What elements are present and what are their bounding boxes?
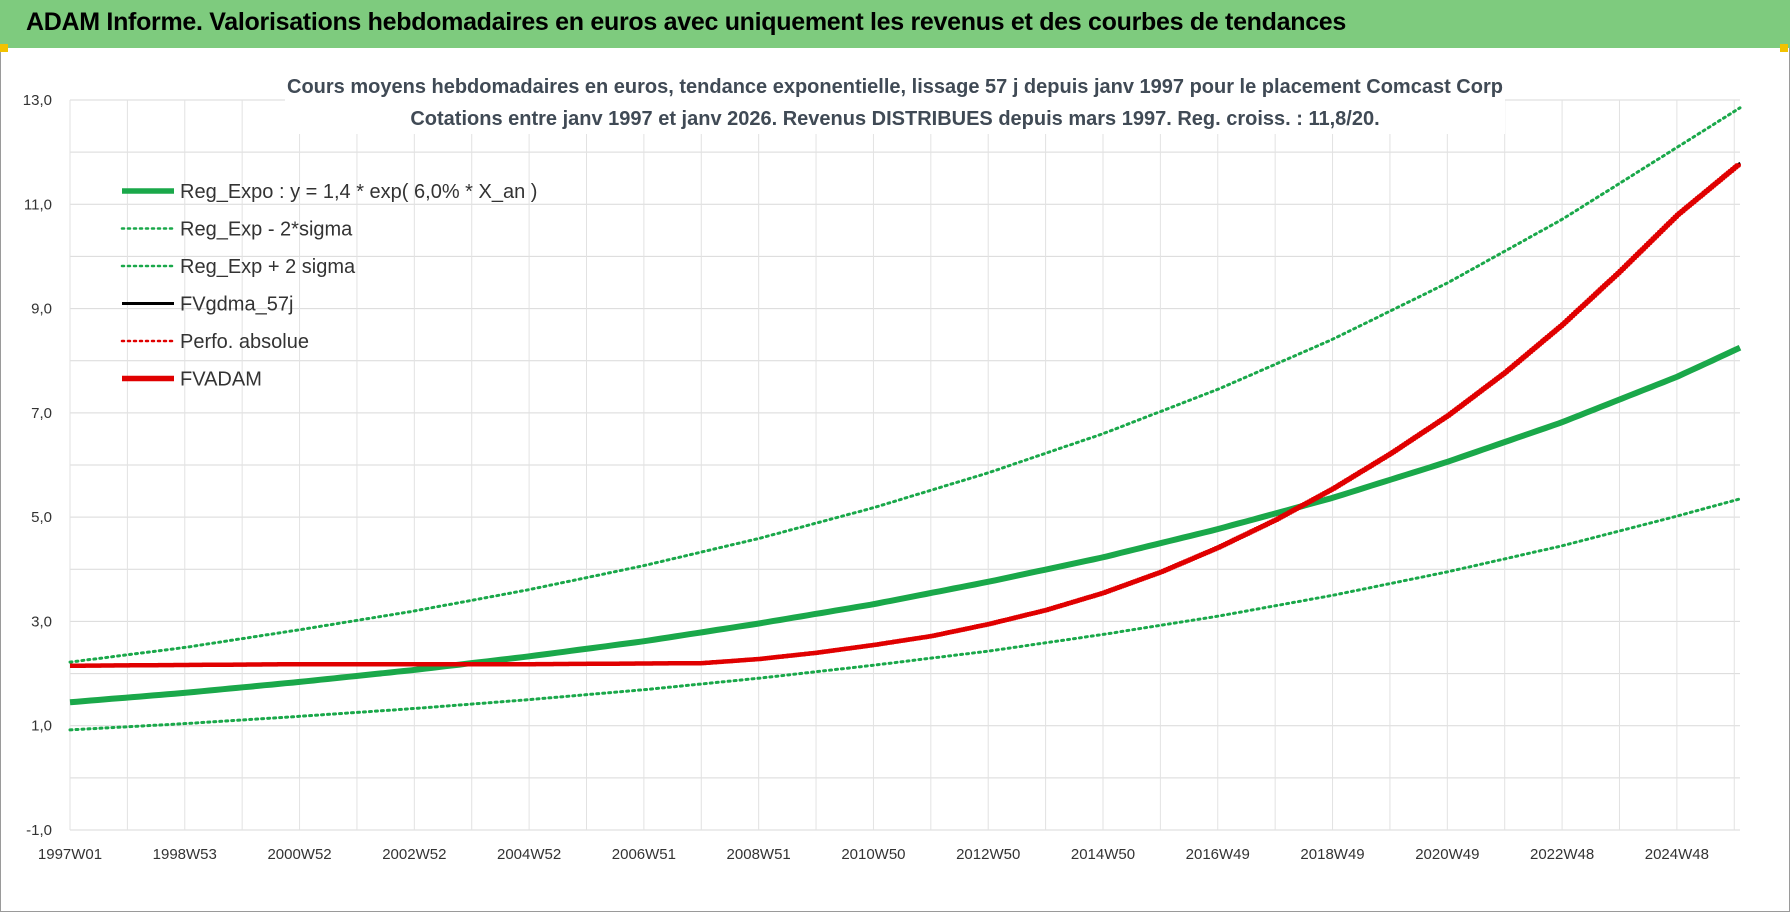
x-tick-label: 2024W48 (1645, 846, 1709, 863)
x-tick-label: 2020W49 (1415, 846, 1479, 863)
chart-subtitle: Cotations entre janv 1997 et janv 2026. … (410, 108, 1379, 130)
legend-label-2: Reg_Exp + 2 sigma (180, 256, 356, 278)
x-tick-label: 1998W53 (153, 846, 217, 863)
x-tick-label: 2014W50 (1071, 846, 1135, 863)
header-title: ADAM Informe. Valorisations hebdomadaire… (26, 8, 1347, 36)
x-tick-label: 2004W52 (497, 846, 561, 863)
x-tick-label: 2012W50 (956, 846, 1020, 863)
chart-title: Cours moyens hebdomadaires en euros, ten… (287, 76, 1503, 98)
y-tick-label: 13,0 (23, 92, 52, 109)
y-tick-label: 1,0 (31, 718, 52, 735)
legend: Reg_Expo : y = 1,4 * exp( 6,0% * X_an ) R… (120, 181, 537, 391)
y-tick-label: 3,0 (31, 613, 52, 630)
y-tick-label: 11,0 (24, 196, 52, 213)
header-banner: ADAM Informe. Valorisations hebdomadaire… (0, 0, 1790, 48)
y-axis-tick-labels: -1,0 1,0 3,0 5,0 7,0 9,0 11,0 13,0 (23, 92, 52, 839)
horizontal-gridlines (70, 99, 1740, 831)
x-tick-label: 2018W49 (1300, 846, 1364, 863)
y-tick-label: 9,0 (31, 301, 52, 318)
x-tick-label: 1997W01 (38, 846, 102, 863)
legend-label-5: FVADAM (180, 369, 262, 391)
legend-label-1: Reg_Exp - 2*sigma (180, 219, 353, 241)
x-tick-label: 2000W52 (267, 846, 331, 863)
series-line-1 (68, 497, 1742, 732)
x-tick-label: 2016W49 (1186, 846, 1250, 863)
y-tick-label: 5,0 (31, 509, 52, 526)
x-tick-label: 2008W51 (727, 846, 791, 863)
title-background (285, 68, 1505, 134)
corner-marker-top-right (1780, 44, 1788, 52)
x-tick-label: 2002W52 (382, 846, 446, 863)
series-layer (68, 106, 1742, 732)
legend-label-4: Perfo. absolue (180, 331, 309, 353)
legend-label-0: Reg_Expo : y = 1,4 * exp( 6,0% * X_an ) (180, 181, 537, 203)
x-tick-label: 2010W50 (841, 846, 905, 863)
series-line-2 (68, 106, 1742, 664)
series-line-5 (69, 163, 1741, 669)
y-tick-label: 7,0 (31, 405, 52, 422)
legend-label-3: FVgdma_57j (180, 294, 293, 316)
x-tick-label: 2022W48 (1530, 846, 1594, 863)
corner-marker-top-left (0, 44, 8, 52)
x-axis-tick-labels: 1997W01 1998W53 2000W52 2002W52 2004W52 2006W… (38, 846, 1709, 863)
x-tick-label: 2006W51 (612, 846, 676, 863)
y-tick-label: -1,0 (26, 822, 52, 839)
vertical-gridlines (69, 100, 1735, 830)
series-line-0 (69, 344, 1742, 706)
